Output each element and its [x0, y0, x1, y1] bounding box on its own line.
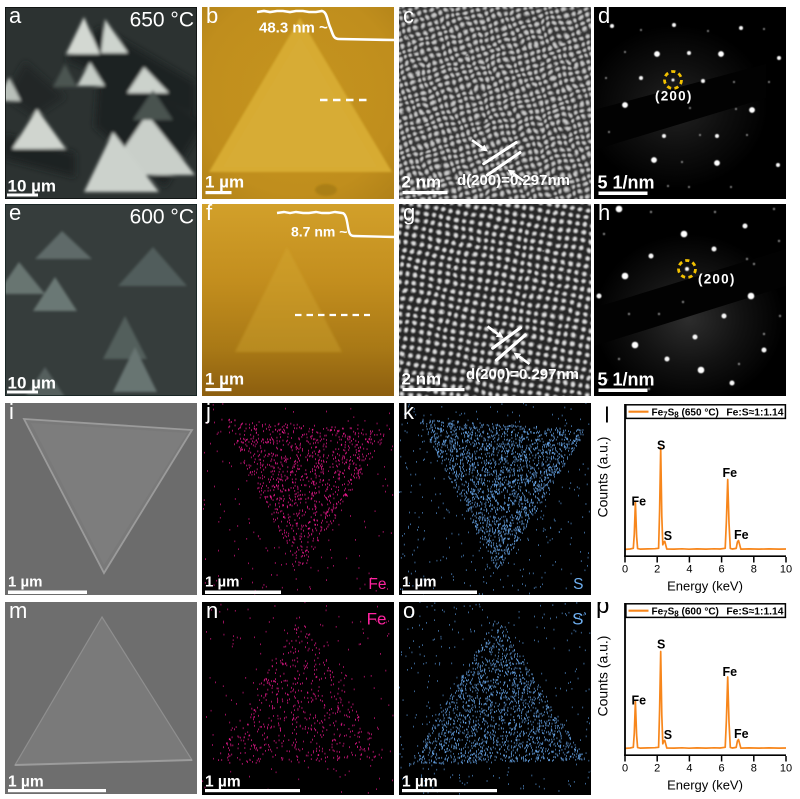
svg-text:a: a [9, 7, 22, 28]
svg-text:Counts (a.u.): Counts (a.u.) [595, 636, 611, 717]
svg-text:0: 0 [622, 563, 628, 575]
svg-text:Fe:S≈1:1.14: Fe:S≈1:1.14 [726, 606, 783, 617]
svg-text:6: 6 [719, 763, 725, 775]
svg-text:p: p [596, 602, 609, 619]
svg-text:Fe: Fe [368, 576, 386, 593]
svg-text:1 µm: 1 µm [205, 774, 241, 791]
svg-text:1 µm: 1 µm [402, 573, 437, 590]
svg-text:4: 4 [686, 763, 692, 775]
svg-text:d(200)=0.297nm: d(200)=0.297nm [457, 172, 570, 189]
svg-text:5 1/nm: 5 1/nm [598, 173, 655, 193]
svg-text:f: f [206, 204, 213, 225]
svg-text:Fe: Fe [632, 694, 647, 708]
svg-text:S: S [664, 529, 672, 543]
svg-text:Energy (keV): Energy (keV) [667, 778, 743, 793]
svg-text:2 nm: 2 nm [402, 370, 442, 389]
svg-text:S: S [572, 610, 583, 629]
svg-text:(200): (200) [655, 89, 693, 104]
svg-text:Fe7S8 (650 °C): Fe7S8 (650 °C) [652, 407, 719, 419]
svg-text:Fe: Fe [734, 727, 749, 741]
svg-text:1 µm: 1 µm [205, 173, 244, 192]
svg-text:650 °C: 650 °C [130, 9, 194, 32]
svg-text:S: S [573, 576, 583, 593]
svg-text:10: 10 [780, 763, 792, 775]
svg-text:Fe: Fe [723, 665, 738, 679]
svg-text:1 µm: 1 µm [205, 573, 240, 590]
svg-text:i: i [9, 403, 14, 424]
svg-text:o: o [403, 602, 415, 623]
svg-text:Counts (a.u.): Counts (a.u.) [595, 436, 611, 517]
svg-text:0: 0 [622, 763, 628, 775]
svg-text:S: S [657, 438, 665, 452]
svg-text:5 1/nm: 5 1/nm [598, 370, 655, 390]
svg-text:Fe: Fe [734, 528, 749, 542]
svg-text:Fe: Fe [723, 466, 738, 480]
svg-text:600 °C: 600 °C [130, 206, 194, 229]
svg-text:d: d [598, 7, 610, 28]
svg-text:10 µm: 10 µm [8, 177, 57, 196]
svg-text:4: 4 [686, 563, 692, 575]
svg-text:Fe: Fe [367, 610, 387, 629]
svg-text:6: 6 [719, 563, 725, 575]
svg-text:2: 2 [654, 763, 660, 775]
svg-text:8.7 nm ~: 8.7 nm ~ [291, 224, 347, 240]
svg-text:l: l [605, 403, 610, 428]
svg-text:1 µm: 1 µm [402, 774, 438, 791]
svg-text:h: h [598, 204, 610, 225]
svg-text:8: 8 [751, 563, 757, 575]
svg-text:10 µm: 10 µm [8, 374, 57, 393]
svg-text:2 nm: 2 nm [402, 173, 442, 192]
svg-text:n: n [206, 602, 218, 623]
svg-text:(200): (200) [698, 272, 736, 287]
svg-text:b: b [206, 7, 218, 28]
svg-text:c: c [403, 7, 414, 28]
svg-text:g: g [403, 204, 415, 225]
svg-text:S: S [657, 638, 665, 652]
svg-text:e: e [9, 204, 21, 225]
svg-text:m: m [9, 602, 27, 623]
svg-text:Fe7S8 (600 °C): Fe7S8 (600 °C) [652, 606, 719, 618]
svg-text:8: 8 [751, 763, 757, 775]
svg-text:Fe: Fe [632, 494, 647, 508]
svg-text:2: 2 [654, 563, 660, 575]
svg-text:j: j [205, 403, 211, 424]
svg-text:k: k [403, 403, 415, 424]
svg-text:1 µm: 1 µm [8, 573, 43, 590]
svg-text:10: 10 [780, 563, 792, 575]
svg-text:1 µm: 1 µm [205, 370, 244, 389]
svg-text:1 µm: 1 µm [8, 774, 44, 791]
svg-text:Fe:S≈1:1.14: Fe:S≈1:1.14 [726, 407, 783, 418]
svg-text:Energy (keV): Energy (keV) [667, 578, 743, 593]
svg-text:48.3 nm ~: 48.3 nm ~ [259, 20, 328, 37]
svg-text:d(200)=0.297nm: d(200)=0.297nm [466, 366, 579, 383]
svg-text:S: S [664, 728, 672, 742]
